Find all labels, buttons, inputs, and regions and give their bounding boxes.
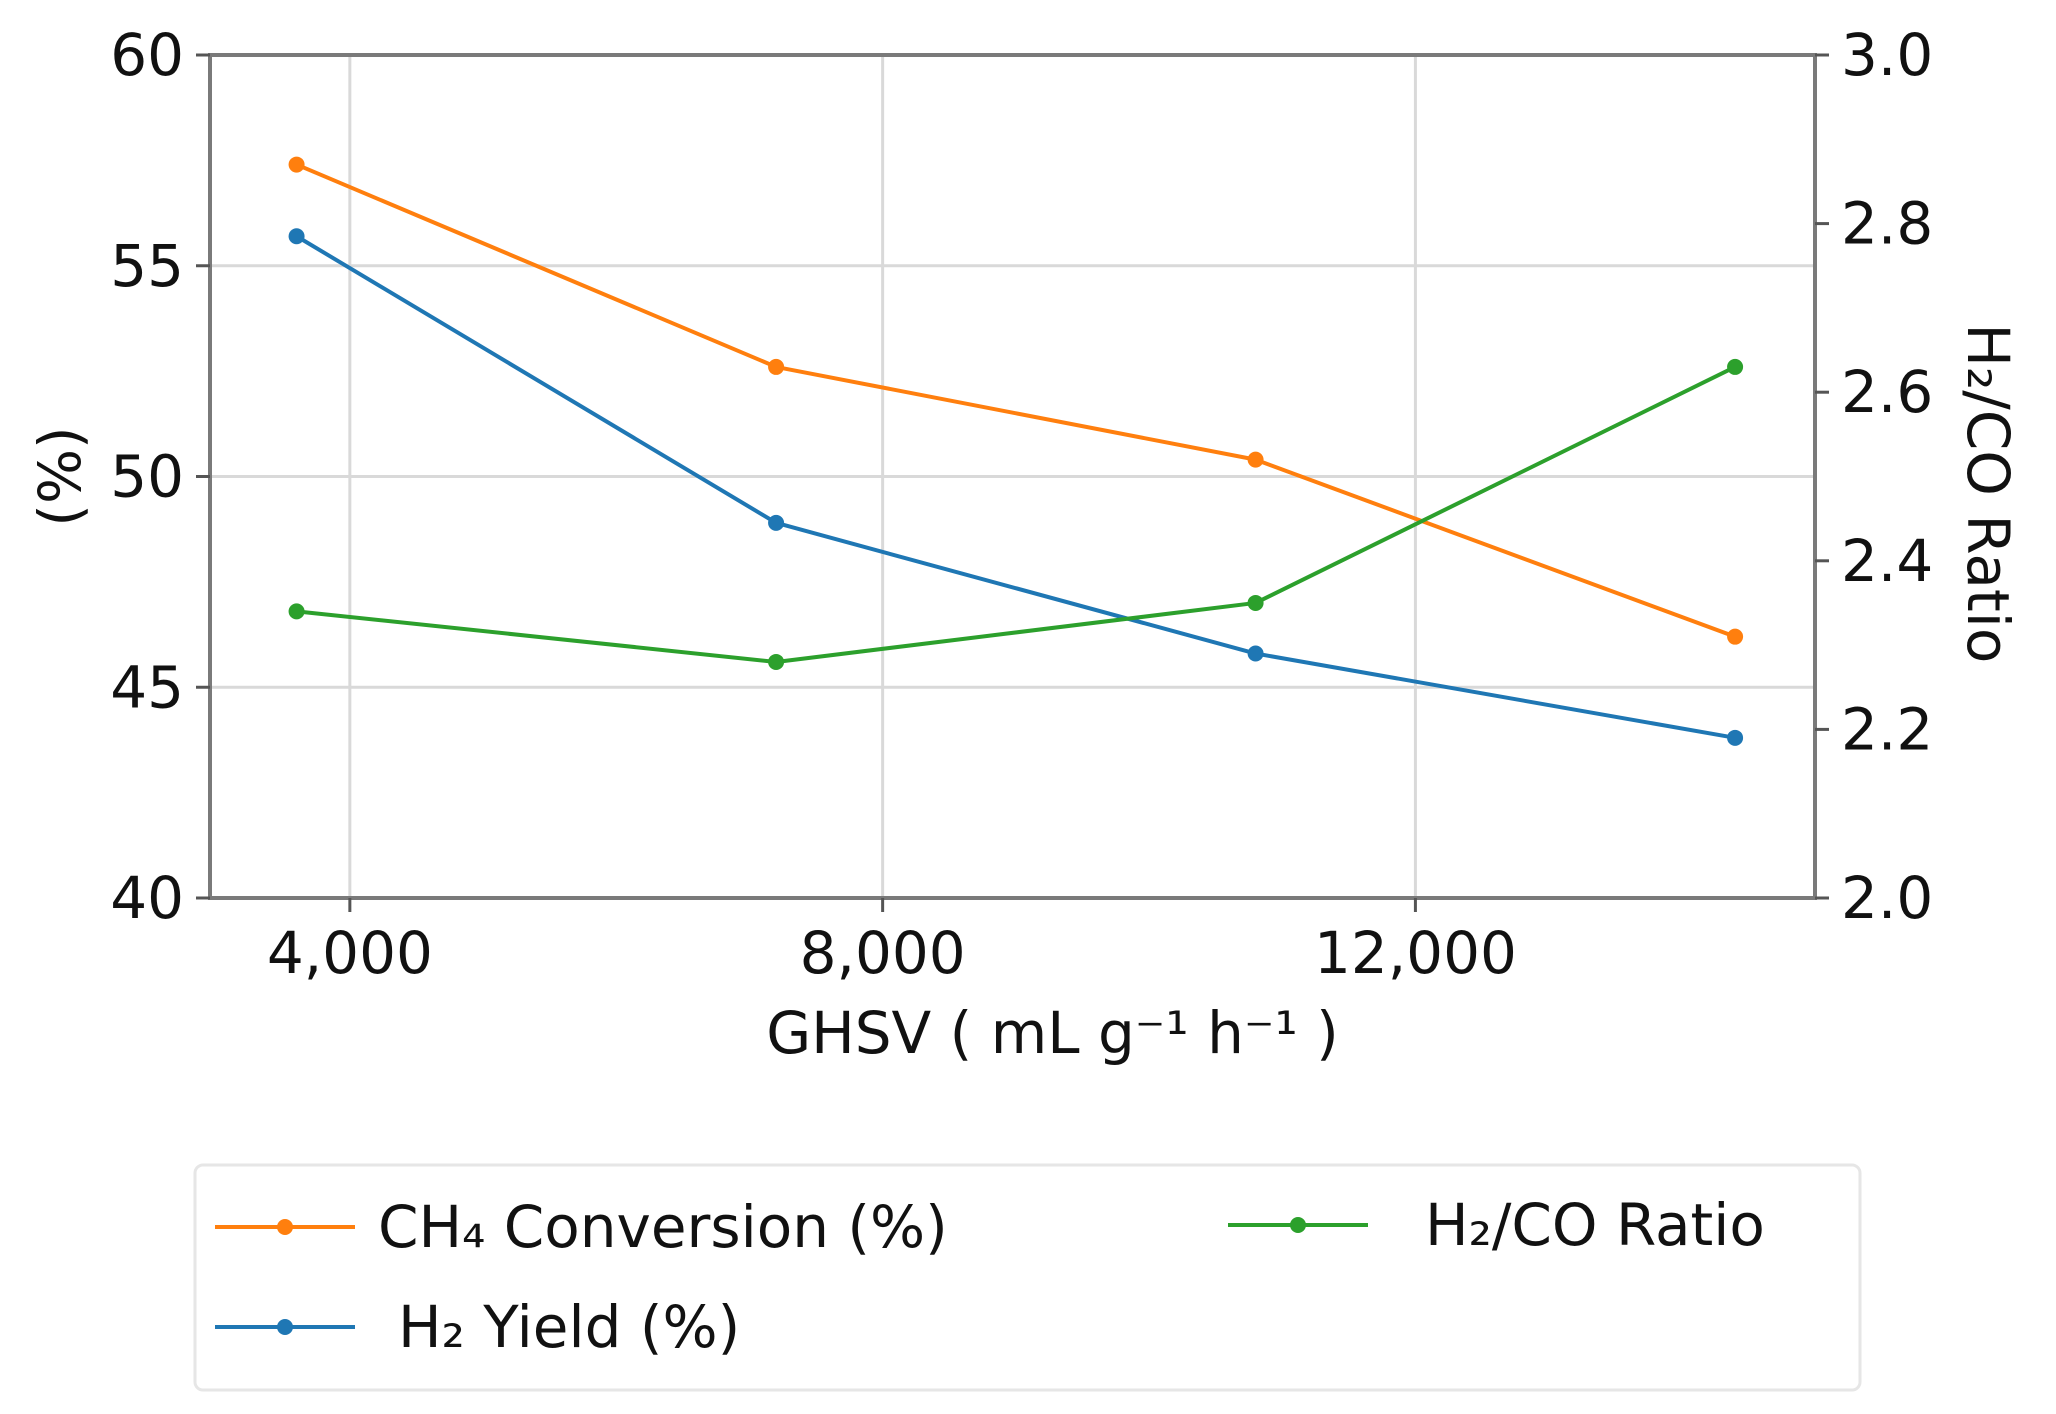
series-layer <box>288 156 1744 746</box>
grid <box>210 53 1815 900</box>
y-right-axis-label: H₂/CO Ratio <box>1954 323 2022 663</box>
y-right-tick-label: 2.0 <box>1841 864 1933 932</box>
series-3-point <box>1247 594 1264 611</box>
y-right-tick-label: 2.6 <box>1841 358 1933 426</box>
legend-box <box>193 1163 1862 1392</box>
x-axis-label: GHSV ( mL g⁻¹ h⁻¹ ) <box>766 999 1339 1067</box>
y-left-tick-label: 60 <box>110 21 184 89</box>
y-left-tick-label: 45 <box>110 653 184 721</box>
y-right-tick-label: 2.2 <box>1841 695 1933 763</box>
series-2-point <box>768 514 785 531</box>
y-left-tick-label: 50 <box>110 443 184 511</box>
x-tick-label: 8,000 <box>800 919 966 987</box>
series-line-2 <box>295 234 1736 740</box>
series-2-point <box>1247 645 1264 662</box>
legend-label-3: H₂/CO Ratio <box>1425 1191 1765 1259</box>
x-tick-label: 12,000 <box>1314 919 1517 987</box>
series-2-point <box>288 228 305 245</box>
legend-marker-1 <box>277 1219 293 1235</box>
series-1-point <box>1247 451 1264 468</box>
series-3-point <box>1727 358 1744 375</box>
series-3-point <box>768 653 785 670</box>
legend: CH₄ Conversion (%) H₂ Yield (%) H₂/CO Rati… <box>193 1163 1862 1392</box>
legend-marker-3 <box>1290 1217 1306 1233</box>
legend-label-1: CH₄ Conversion (%) <box>378 1193 948 1261</box>
x-tick-label: 4,000 <box>267 919 433 987</box>
series-1-point <box>288 156 305 173</box>
series-1-point <box>768 358 785 375</box>
ticks: 4,000 8,000 12,000 40 45 50 55 60 2.0 2.2 2.4 2.6 2.… <box>110 21 1933 987</box>
y-left-axis-label: (%) <box>26 426 94 526</box>
y-right-tick-label: 2.8 <box>1841 190 1933 258</box>
series-line-1 <box>295 162 1736 639</box>
series-2-point <box>1727 729 1744 746</box>
y-left-tick-label: 55 <box>110 232 184 300</box>
series-line-3 <box>296 365 1736 664</box>
y-right-tick-label: 3.0 <box>1841 21 1933 89</box>
series-3-point <box>288 603 305 620</box>
legend-marker-2 <box>277 1319 293 1335</box>
y-left-tick-label: 40 <box>110 864 184 932</box>
legend-label-2: H₂ Yield (%) <box>398 1293 740 1361</box>
series-1-point <box>1727 628 1744 645</box>
y-right-tick-label: 2.4 <box>1841 527 1933 595</box>
